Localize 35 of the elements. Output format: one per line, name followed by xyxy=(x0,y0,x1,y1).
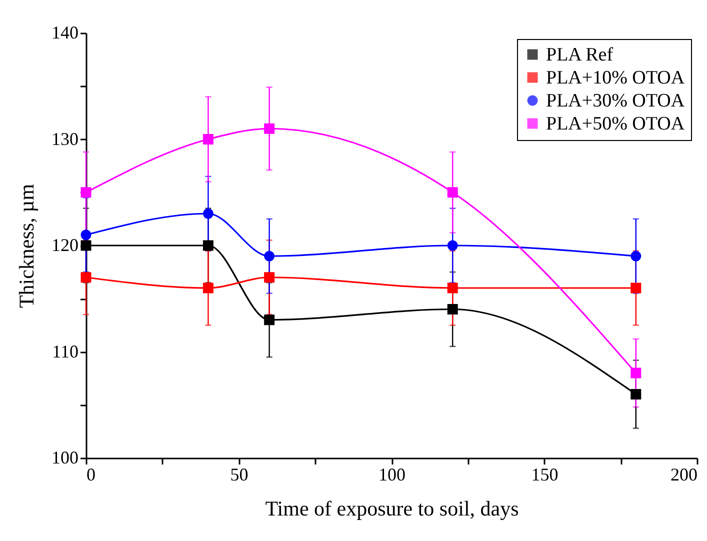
y-axis-title: Thickness, µm xyxy=(14,184,38,308)
legend-label: PLA+50% OTOA xyxy=(546,114,685,134)
point xyxy=(630,282,642,294)
point xyxy=(202,134,214,144)
point xyxy=(202,282,214,294)
point xyxy=(80,187,92,198)
point xyxy=(202,208,214,219)
x-tick-label: 0 xyxy=(86,464,96,484)
x-tick-label: 100 xyxy=(378,464,406,484)
y-tick-label: 110 xyxy=(52,341,78,362)
y-tick-label: 100 xyxy=(52,448,78,468)
point xyxy=(264,123,275,134)
point xyxy=(630,368,642,378)
point xyxy=(264,272,275,283)
point xyxy=(447,282,458,294)
x-tick-label: 50 xyxy=(230,464,248,484)
point xyxy=(447,187,458,198)
point xyxy=(264,314,275,326)
point xyxy=(264,250,275,262)
y-tick-label: 120 xyxy=(52,235,78,255)
x-tick-label: 150 xyxy=(531,464,558,484)
point xyxy=(447,304,458,314)
point xyxy=(630,389,642,400)
point xyxy=(447,240,458,251)
y-tick-label: 130 xyxy=(52,128,78,149)
point xyxy=(80,272,92,283)
x-tick-label: 200 xyxy=(670,464,698,484)
point xyxy=(80,230,92,240)
legend-label: PLA+30% OTOA xyxy=(546,90,685,112)
point xyxy=(630,250,642,262)
y-tick-label: 140 xyxy=(52,22,78,42)
legend-label: PLA Ref xyxy=(546,44,614,66)
point xyxy=(202,240,214,251)
legend-label: PLA+10% OTOA xyxy=(546,68,685,88)
x-axis-title: Time of exposure to soil, days xyxy=(265,496,519,520)
